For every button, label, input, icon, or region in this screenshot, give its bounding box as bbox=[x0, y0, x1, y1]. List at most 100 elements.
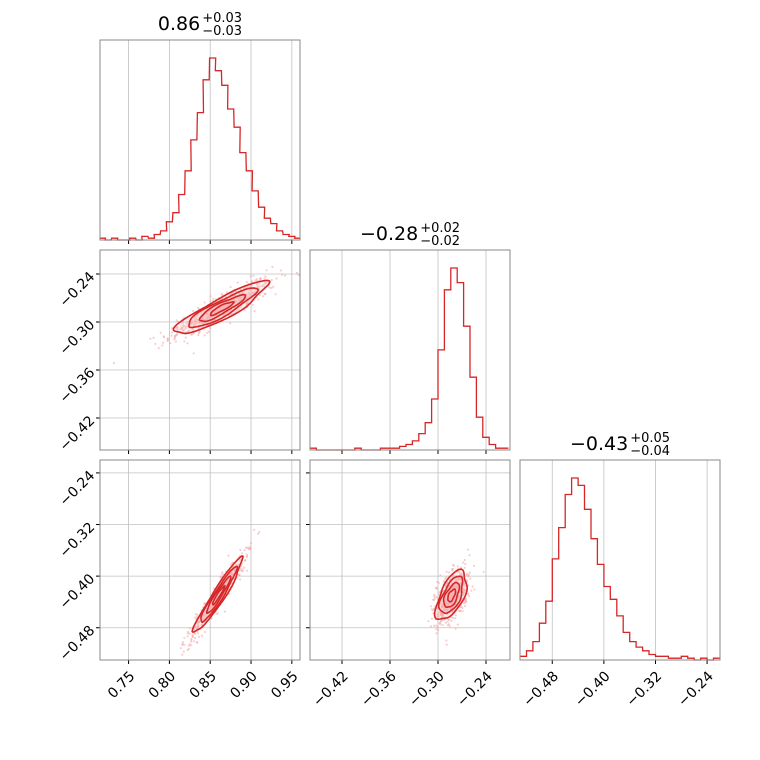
scatter-point bbox=[234, 299, 237, 302]
scatter-point bbox=[482, 570, 485, 573]
scatter-point bbox=[253, 310, 256, 313]
scatter-point bbox=[454, 578, 458, 581]
scatter-point bbox=[463, 583, 466, 586]
scatter-point bbox=[459, 583, 462, 586]
scatter-point bbox=[435, 632, 438, 635]
scatter-point bbox=[459, 606, 462, 609]
scatter-point bbox=[463, 604, 467, 608]
scatter-point bbox=[265, 269, 268, 272]
scatter-point bbox=[182, 325, 185, 328]
scatter-point bbox=[435, 595, 438, 598]
scatter-point bbox=[270, 278, 273, 282]
scatter-point bbox=[199, 321, 202, 324]
scatter-point bbox=[149, 337, 152, 340]
scatter-point bbox=[196, 306, 200, 310]
scatter-point bbox=[205, 615, 208, 618]
scatter-point bbox=[446, 620, 449, 623]
scatter-point bbox=[241, 291, 244, 294]
scatter-point bbox=[248, 545, 251, 549]
scatter-point bbox=[239, 296, 242, 299]
scatter-point bbox=[194, 636, 197, 640]
x-tick-label: −0.36 bbox=[358, 668, 400, 710]
scatter-point bbox=[224, 610, 227, 613]
scatter-point bbox=[219, 575, 222, 578]
scatter-panel-param-2-vs-param-3 bbox=[306, 459, 511, 664]
title-param-3-plus: +0.05 bbox=[630, 431, 670, 446]
scatter-point bbox=[174, 660, 176, 662]
scatter-point bbox=[458, 609, 461, 612]
scatter-points bbox=[174, 528, 261, 662]
scatter-point bbox=[186, 632, 189, 635]
scatter-point bbox=[248, 291, 251, 294]
scatter-point bbox=[200, 317, 203, 320]
contour-level-4 bbox=[211, 584, 226, 606]
scatter-point bbox=[247, 293, 251, 296]
title-param-1-minus: −0.03 bbox=[202, 24, 242, 39]
scatter-point bbox=[473, 588, 476, 591]
histogram-step-line bbox=[520, 477, 720, 661]
scatter-point bbox=[243, 549, 246, 552]
scatter-point bbox=[268, 286, 271, 289]
scatter-points bbox=[427, 548, 485, 646]
scatter-point bbox=[244, 558, 247, 562]
scatter-point bbox=[186, 635, 189, 638]
scatter-point bbox=[263, 292, 266, 295]
scatter-point bbox=[173, 338, 176, 341]
scatter-point bbox=[437, 615, 440, 618]
scatter-point bbox=[238, 298, 241, 302]
x-tick-label: −0.32 bbox=[624, 668, 666, 710]
scatter-point bbox=[159, 331, 162, 334]
scatter-point bbox=[281, 273, 284, 276]
scatter-point bbox=[297, 273, 300, 277]
scatter-point bbox=[471, 585, 474, 588]
y-tick-label: −0.48 bbox=[57, 623, 99, 665]
scatter-point bbox=[181, 653, 184, 656]
scatter-point bbox=[181, 642, 184, 646]
scatter-point bbox=[182, 650, 185, 653]
contour-level-4 bbox=[446, 588, 457, 603]
x-tick-label: 0.85 bbox=[187, 668, 220, 701]
scatter-point bbox=[263, 277, 266, 280]
scatter-point bbox=[170, 331, 174, 334]
scatter-point bbox=[191, 635, 195, 639]
x-tick-label: 0.80 bbox=[146, 668, 179, 701]
scatter-point bbox=[460, 566, 463, 569]
panel-frame bbox=[99, 249, 301, 451]
scatter-point bbox=[237, 307, 241, 310]
scatter-point bbox=[202, 613, 205, 616]
scatter-point bbox=[184, 327, 187, 330]
scatter-point bbox=[435, 624, 438, 627]
scatter-point bbox=[434, 586, 437, 590]
scatter-point bbox=[258, 293, 261, 297]
scatter-point bbox=[447, 604, 450, 607]
scatter-point bbox=[463, 566, 466, 570]
scatter-point bbox=[197, 333, 200, 337]
scatter-point bbox=[184, 325, 187, 328]
scatter-point bbox=[452, 564, 456, 567]
scatter-point bbox=[258, 285, 261, 288]
scatter-point bbox=[433, 593, 436, 597]
panel-frame bbox=[99, 459, 301, 661]
y-tick-label: −0.24 bbox=[57, 269, 99, 311]
scatter-point bbox=[432, 609, 435, 612]
scatter-point bbox=[463, 558, 466, 562]
panel-frame bbox=[519, 459, 721, 661]
scatter-point bbox=[259, 278, 262, 281]
tick-labels: 0.75 0.80 0.85 0.90 0.95 −0.42 −0.36 −0.30 −0.24… bbox=[57, 269, 717, 710]
scatter-point bbox=[227, 554, 230, 557]
scatter-point bbox=[236, 281, 239, 284]
title-param-2-value: −0.28 bbox=[360, 223, 418, 245]
histogram-panel-param-1 bbox=[99, 39, 301, 244]
y-tick-label: −0.40 bbox=[57, 571, 99, 613]
scatter-point bbox=[454, 627, 457, 630]
x-tick-label: 0.75 bbox=[105, 668, 138, 701]
scatter-point bbox=[192, 352, 195, 355]
scatter-point bbox=[237, 573, 240, 576]
scatter-point bbox=[448, 571, 451, 574]
title-param-3-value: −0.43 bbox=[570, 433, 628, 455]
scatter-point bbox=[262, 283, 265, 286]
scatter-point bbox=[469, 577, 472, 580]
scatter-point bbox=[198, 621, 201, 624]
scatter-point bbox=[179, 647, 182, 650]
